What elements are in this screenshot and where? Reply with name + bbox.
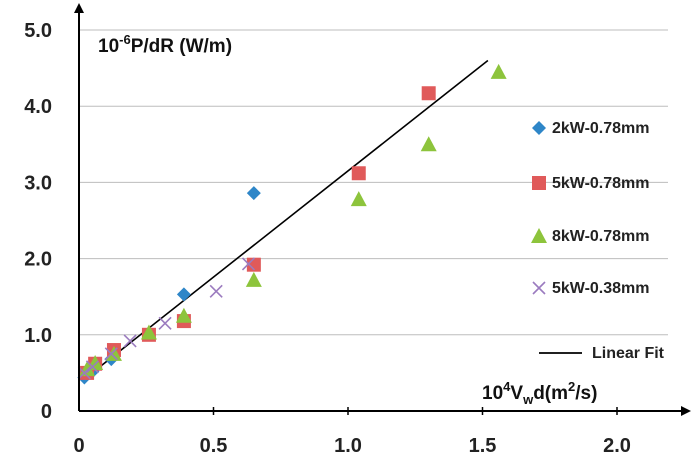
data-point (490, 63, 507, 79)
data-point (209, 284, 223, 298)
fit-layer (83, 59, 489, 380)
y-tick-label: 0 (41, 401, 52, 423)
data-point (246, 186, 261, 201)
legend-item: Linear Fit (539, 345, 665, 362)
data-point (175, 307, 192, 323)
y-tick-label: 4.0 (24, 96, 52, 118)
axes (74, 3, 691, 416)
data-point (77, 366, 91, 380)
data-point (140, 324, 157, 340)
x-tick-label: 2.0 (603, 435, 631, 457)
y-tick-label: 2.0 (24, 249, 52, 271)
legend-label: 5kW-0.38mm (552, 280, 650, 297)
y-tick-label: 5.0 (24, 20, 52, 42)
data-point (105, 345, 122, 361)
x-tick-label: 1.0 (334, 435, 362, 457)
gridlines (79, 29, 668, 336)
data-point (241, 257, 256, 271)
data-point (245, 271, 262, 287)
data-point (85, 360, 100, 374)
x-axis-label: 104Vwd(m2/s) (482, 379, 597, 407)
legend-label: 2kW-0.78mm (552, 120, 650, 137)
legend-label: 5kW-0.78mm (552, 175, 650, 192)
tick-labels: 0 1.0 2.0 3.0 4.0 5.0 0 0.5 1.0 1.5 2.0 (24, 20, 631, 457)
data-point (158, 316, 172, 330)
x-tick-label: 0 (73, 435, 84, 457)
legend-marker (532, 121, 546, 135)
legend: 2kW-0.78mm 5kW-0.78mm 8kW-0.78mm 5kW-0.38mm… (531, 120, 665, 362)
x-tick-label: 1.5 (469, 435, 497, 457)
data-point (420, 136, 437, 152)
legend-label: Linear Fit (592, 345, 665, 362)
legend-item: 5kW-0.78mm (532, 175, 650, 192)
x-tick-label: 0.5 (200, 435, 228, 457)
y-axis-label: 10-6P/dR (W/m) (98, 32, 232, 57)
y-tick-label: 1.0 (24, 325, 52, 347)
data-points (77, 63, 507, 385)
legend-marker (531, 228, 547, 243)
legend-marker (532, 176, 546, 190)
legend-item: 5kW-0.38mm (532, 280, 650, 297)
data-point (421, 86, 436, 101)
data-point (350, 191, 367, 207)
legend-label: 8kW-0.78mm (552, 228, 650, 245)
data-point (351, 166, 366, 181)
data-point (123, 334, 137, 348)
data-point (176, 287, 191, 302)
legend-marker (532, 281, 546, 295)
legend-item: 2kW-0.78mm (532, 120, 650, 137)
legend-item: 8kW-0.78mm (531, 228, 650, 245)
linear-fit-line (83, 59, 489, 380)
y-tick-label: 3.0 (24, 172, 52, 194)
data-point (104, 347, 118, 361)
